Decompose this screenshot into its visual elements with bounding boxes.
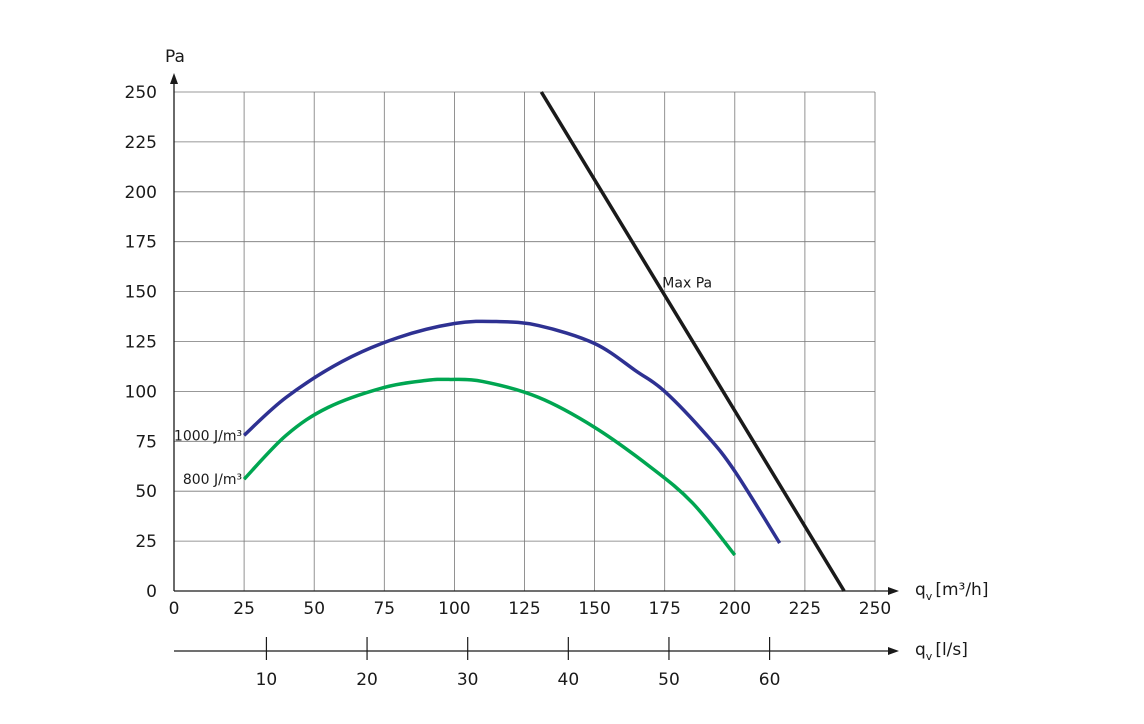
x-tick-label: 75	[373, 599, 395, 619]
secondary-x-tick-label: 60	[759, 670, 781, 690]
y-tick-label: 250	[125, 83, 157, 103]
series-label-800: 800 J/m³	[183, 472, 242, 488]
secondary-x-axis-title-subscript: v	[926, 650, 933, 663]
y-tick-label: 125	[125, 333, 157, 353]
axes	[170, 73, 899, 655]
series-line-1000	[242, 319, 782, 545]
x-tick-label: 50	[303, 599, 325, 619]
y-tick-label: 225	[125, 133, 157, 153]
y-tick-label: 200	[125, 183, 157, 203]
y-tick-label: 100	[125, 382, 157, 402]
series-lines	[242, 91, 846, 592]
y-tick-label: 50	[135, 482, 157, 502]
x-axis-title-subscript: v	[926, 590, 933, 603]
y-tick-label: 0	[146, 582, 157, 602]
secondary-x-axis-ticks: 10 20 30 40 50 60	[256, 637, 781, 690]
secondary-x-tick-label: 10	[256, 670, 278, 690]
y-tick-label: 150	[125, 283, 157, 303]
y-axis-title: Pa	[165, 47, 185, 67]
secondary-x-axis-arrow	[888, 647, 899, 655]
secondary-x-axis-title: qv [l/s]	[915, 640, 968, 663]
x-axis-title-q: q	[915, 580, 926, 600]
secondary-x-tick-label: 50	[658, 670, 680, 690]
series-label-1000: 1000 J/m³	[174, 428, 242, 444]
x-axis-title-unit: [m³/h]	[935, 580, 988, 600]
x-axis-title: qv [m³/h]	[915, 580, 988, 603]
series-line-max-pa	[539, 91, 846, 592]
grid	[174, 91, 876, 591]
series-line-800	[242, 377, 737, 557]
secondary-x-tick-label: 40	[558, 670, 580, 690]
x-axis-ticks: 0 25 50 75 100 125 150 175 200 225 250	[169, 599, 892, 619]
x-tick-label: 175	[648, 599, 680, 619]
secondary-x-axis-title-unit: [l/s]	[935, 640, 968, 660]
x-tick-label: 0	[169, 599, 180, 619]
y-tick-label: 75	[135, 432, 157, 452]
secondary-x-axis-title-q: q	[915, 640, 926, 660]
secondary-x-tick-label: 20	[356, 670, 378, 690]
series-labels: 1000 J/m³ 800 J/m³ Max Pa	[174, 276, 712, 489]
x-tick-label: 225	[789, 599, 821, 619]
x-tick-label: 125	[508, 599, 540, 619]
x-tick-label: 250	[859, 599, 891, 619]
x-tick-label: 200	[719, 599, 751, 619]
y-tick-label: 25	[135, 532, 157, 552]
y-axis-arrow	[170, 73, 178, 84]
x-tick-label: 100	[438, 599, 470, 619]
x-tick-label: 25	[233, 599, 255, 619]
x-tick-label: 150	[578, 599, 610, 619]
y-axis-ticks: 0 25 50 75 100 125 150 175 200 225 250	[125, 83, 157, 602]
x-axis-arrow	[888, 587, 899, 595]
secondary-x-tick-label: 30	[457, 670, 479, 690]
y-tick-label: 175	[125, 233, 157, 253]
series-label-max-pa: Max Pa	[662, 276, 712, 292]
